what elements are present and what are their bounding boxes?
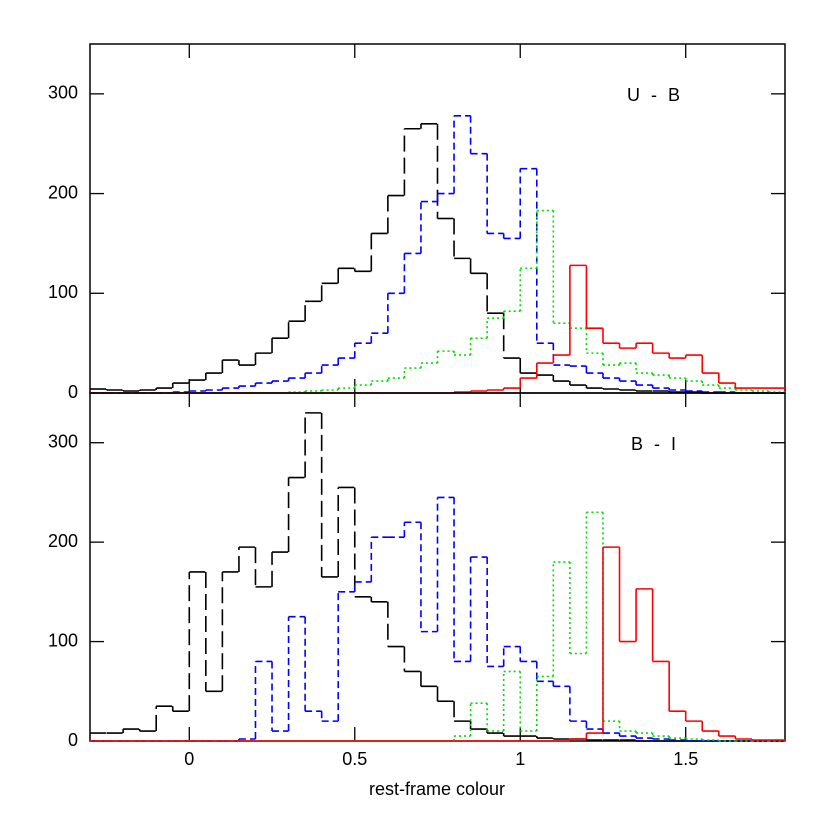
panel-annotation: B - I <box>631 434 679 454</box>
x-tick-label: 1.5 <box>673 749 698 769</box>
y-tick-label: 100 <box>48 282 78 302</box>
y-tick-label: 200 <box>48 182 78 202</box>
y-tick-label: 0 <box>68 382 78 402</box>
y-tick-label: 300 <box>48 431 78 451</box>
x-axis-label: rest-frame colour <box>369 779 505 799</box>
x-tick-label: 1 <box>515 749 525 769</box>
panel-annotation: U - B <box>627 85 683 105</box>
x-tick-label: 0 <box>184 749 194 769</box>
x-tick-label: 0.5 <box>342 749 367 769</box>
y-tick-label: 200 <box>48 531 78 551</box>
y-tick-label: 100 <box>48 630 78 650</box>
y-tick-label: 0 <box>68 730 78 750</box>
y-tick-label: 300 <box>48 83 78 103</box>
